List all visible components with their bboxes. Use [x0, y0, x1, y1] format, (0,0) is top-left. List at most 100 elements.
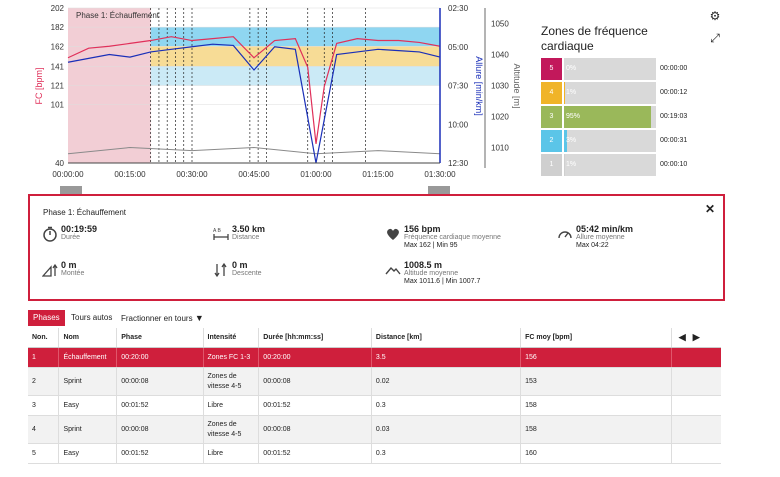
stopwatch-icon: [43, 226, 57, 242]
cell-avg-hr: 156: [520, 347, 673, 368]
ascent-value: 0 m: [61, 260, 77, 270]
hr-tick-label: 202: [51, 4, 65, 13]
phase-summary-panel: Phase 1: Échauffement ✕ 00:19:59 Durée A…: [28, 194, 725, 301]
time-tick-label: 00:30:00: [176, 170, 208, 179]
hr-tick-label: 101: [51, 101, 65, 110]
zone-bar-fill: [564, 106, 652, 128]
hr-zone-2: 2 3% 00:00:31: [541, 130, 741, 152]
tab-phases[interactable]: Phases: [28, 310, 65, 326]
cell-phase: 00:00:08: [116, 367, 204, 396]
cell-phase: 00:00:08: [116, 415, 204, 444]
cell-duration: 00:00:08: [258, 415, 372, 444]
col-intensity[interactable]: Intensité: [203, 328, 260, 348]
cell-distance: 0.03: [371, 415, 522, 444]
zone-number: 5: [541, 58, 562, 80]
phases-table: Non. Nom Phase Intensité Durée [hh:mm:ss…: [28, 328, 721, 464]
phase-dividers: [150, 8, 366, 163]
cell-avg-hr: 158: [520, 415, 673, 444]
hr-min-max: Max 162 | Min 95: [404, 242, 458, 249]
grid-lines: [68, 7, 440, 105]
prev-columns-icon[interactable]: ◀: [678, 332, 686, 342]
svg-text:A B: A B: [213, 228, 221, 234]
cell-avg-hr: 160: [520, 443, 673, 464]
cell-empty: [671, 415, 721, 444]
hr-zone-band-3: [150, 46, 440, 67]
tab-auto-laps[interactable]: Tours autos: [71, 313, 113, 322]
expand-icon[interactable]: ⤢: [710, 31, 720, 45]
cell-intensity: Libre: [203, 443, 260, 464]
split-laps-label: Fractionner en tours: [121, 314, 193, 323]
col-phase[interactable]: Phase: [116, 328, 204, 348]
cell-phase: 00:01:52: [116, 395, 204, 416]
settings-gear-icon[interactable]: ⚙: [709, 9, 721, 23]
hr-zones-panel: Zones de fréquence cardiaque 5 0% 00:00:00…: [541, 24, 741, 178]
table-row[interactable]: 4 Sprint 00:00:08 Zones de vitesse 4-5 00:00…: [28, 415, 721, 444]
zone-bar-fill: [564, 82, 565, 104]
cell-duration: 00:01:52: [258, 443, 372, 464]
zone-bar-track: 0%: [564, 58, 656, 80]
pace-axis-ticks: 02:30 05:00 07:30 10:00 12:30: [448, 4, 469, 168]
hr-tick-label: 141: [51, 62, 65, 71]
time-tick-label: 01:30:00: [424, 170, 456, 179]
time-tick-label: 01:00:00: [300, 170, 332, 179]
table-row[interactable]: 1 Échauffement 00:20:00 Zones FC 1-3 00:20:0…: [28, 347, 721, 368]
pace-line: [67, 43, 441, 164]
split-laps-dropdown[interactable]: Fractionner en tours ▼: [116, 310, 209, 326]
cell-distance: 0.02: [371, 367, 522, 396]
zone-percent: 0%: [566, 65, 577, 72]
cell-duration: 00:01:52: [258, 395, 372, 416]
table-row[interactable]: 2 Sprint 00:00:08 Zones de vitesse 4-5 00:00…: [28, 367, 721, 396]
time-axis-ticks: 00:00:00 00:15:00 00:30:00 00:45:00 01:00:00…: [52, 170, 456, 179]
close-icon[interactable]: ✕: [704, 202, 716, 216]
hr-zone-5: 5 0% 00:00:00: [541, 58, 741, 80]
cell-phase: 00:01:52: [116, 443, 204, 464]
hr-zone-1: 1 1% 00:00:10: [541, 154, 741, 176]
pace-tick-label: 07:30: [448, 82, 469, 91]
table-row[interactable]: 3 Easy 00:01:52 Libre 00:01:52 0.3 158: [28, 395, 721, 416]
col-avg-hr[interactable]: FC moy [bpm]: [520, 328, 673, 348]
next-columns-icon[interactable]: ▶: [692, 332, 700, 342]
time-tick-label: 00:00:00: [52, 170, 84, 179]
caret-down-icon: ▼: [194, 313, 204, 323]
hr-zone-band-2: [150, 66, 440, 86]
zone-percent: 1%: [566, 161, 577, 168]
heart-rate-pace-chart[interactable]: Phase 1: Échauffement 202 182 162 141 121 101…: [0, 0, 520, 200]
descent-value: 0 m: [232, 260, 248, 270]
duration-label: Durée: [61, 234, 81, 241]
pace-tick-label: 02:30: [448, 4, 469, 13]
col-name[interactable]: Nom: [58, 328, 118, 348]
distance-label: Distance: [232, 234, 260, 241]
altitude-axis-title: Altitude [m]: [512, 63, 520, 108]
cell-duration: 00:20:00: [258, 347, 372, 368]
hr-tick-label: 182: [51, 23, 65, 32]
cell-number: 5: [28, 443, 60, 464]
hr-axis-ticks: 202 182 162 141 121 101 40: [51, 4, 65, 168]
hr-zones-title: Zones de fréquence cardiaque: [541, 24, 648, 53]
cell-empty: [671, 443, 721, 464]
pace-axis-title: Allure [min/km]: [474, 56, 484, 116]
altitude-min-max: Max 1011.6 | Min 1007.7: [404, 278, 481, 285]
zone-bar-track: 3%: [564, 130, 656, 152]
cell-name: Sprint: [58, 415, 118, 444]
altitude-axis-ticks: 1050 1040 1030 1020 1010: [491, 20, 509, 153]
col-number[interactable]: Non.: [28, 328, 60, 348]
hr-tick-label: 40: [55, 159, 64, 168]
zone-time: 00:00:12: [660, 89, 688, 96]
cell-avg-hr: 158: [520, 395, 673, 416]
altitude-tick-label: 1030: [491, 82, 509, 91]
zone-time: 00:19:03: [660, 113, 688, 120]
hr-label: Fréquence cardiaque moyenne: [404, 234, 501, 241]
zone-percent: 1%: [566, 89, 577, 96]
descent-icon: [214, 262, 227, 278]
zone-bar-track: 1%: [564, 82, 656, 104]
hr-tick-label: 121: [51, 82, 65, 91]
table-header-row: Non. Nom Phase Intensité Durée [hh:mm:ss…: [28, 328, 721, 348]
speedometer-icon: [558, 231, 572, 239]
col-distance[interactable]: Distance [km]: [371, 328, 522, 348]
cell-name: Sprint: [58, 367, 118, 396]
col-duration[interactable]: Durée [hh:mm:ss]: [258, 328, 372, 348]
pace-tick-label: 12:30: [448, 159, 469, 168]
cell-name: Échauffement: [58, 347, 118, 368]
table-row[interactable]: 5 Easy 00:01:52 Libre 00:01:52 0.3 160: [28, 443, 721, 464]
heart-icon: [387, 228, 399, 240]
